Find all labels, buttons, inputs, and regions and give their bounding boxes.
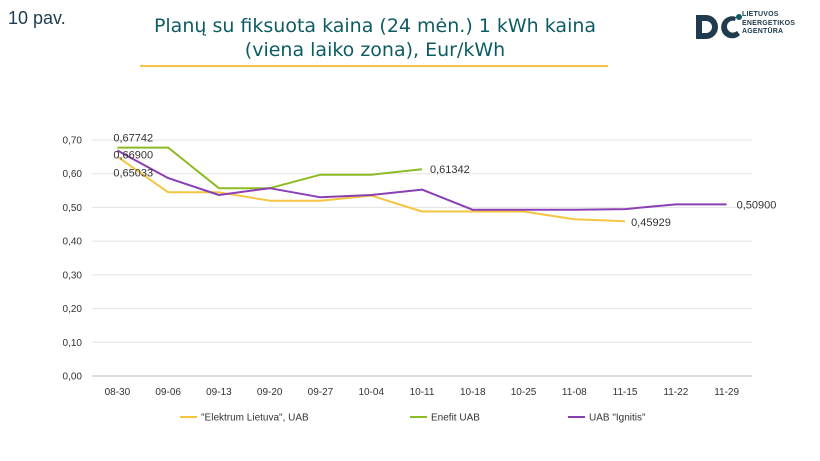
x-tick-label: 09-06 (155, 387, 181, 398)
y-tick-label: 0,30 (63, 270, 83, 281)
legend-label: UAB "Ignitis" (589, 413, 646, 424)
x-tick-label: 11-29 (714, 387, 739, 398)
data-label: 0,65033 (113, 168, 153, 180)
agency-logo-text: LIETUVOS ENERGETIKOS AGENTŪRA (742, 11, 795, 37)
data-label: 0,45929 (631, 217, 671, 229)
x-tick-label: 09-27 (308, 387, 334, 398)
y-tick-label: 0,60 (63, 169, 83, 180)
x-tick-label: 11-22 (663, 387, 688, 398)
x-tick-label: 08-30 (105, 387, 131, 398)
x-tick-label: 10-25 (511, 387, 537, 398)
logo-line-3: AGENTŪRA (742, 28, 784, 35)
legend-label: "Elektrum Lietuva", UAB (201, 413, 309, 424)
y-tick-label: 0,40 (63, 237, 83, 248)
y-axis: 0,00 0,10 0,20 0,30 0,40 0,50 0,60 0,70 (63, 136, 83, 383)
logo-line-2: ENERGETIKOS (742, 19, 796, 27)
series-line-0 (116, 155, 626, 223)
x-axis: 08-30 09-06 09-13 09-20 09-27 10-04 10-11 10-18… (105, 387, 740, 398)
y-tick-label: 0,70 (63, 136, 83, 147)
x-tick-label: 10-18 (460, 387, 486, 398)
data-label: 0,61342 (430, 164, 470, 176)
agency-logo-icon (696, 14, 742, 39)
y-tick-label: 0,20 (63, 304, 83, 315)
data-labels: 0,65033 0,45929 0,67742 0,61342 0,66900 0,509… (113, 133, 776, 230)
y-tick-label: 0,50 (63, 203, 83, 214)
data-label: 0,50900 (737, 199, 777, 211)
x-tick-label: 10-11 (410, 387, 435, 398)
chart-series (116, 146, 727, 223)
x-tick-label: 09-13 (206, 387, 232, 398)
x-tick-label: 11-15 (613, 387, 638, 398)
logo-line-1: LIETUVOS (742, 11, 779, 18)
x-tick-label: 10-04 (358, 387, 384, 398)
y-tick-label: 0,00 (63, 372, 83, 383)
legend-label: Enefit UAB (431, 413, 480, 424)
data-label: 0,67742 (113, 133, 153, 145)
data-label: 0,66900 (113, 149, 153, 161)
y-tick-label: 0,10 (63, 338, 83, 349)
chart-legend: "Elektrum Lietuva", UAB Enefit UAB UAB "Ig… (180, 413, 646, 424)
title-divider (140, 65, 608, 67)
series-line-2 (116, 149, 727, 211)
page-number: 10 pav. (8, 8, 66, 28)
x-tick-label: 09-20 (257, 387, 283, 398)
chart-title: Planų su fiksuota kaina (24 mėn.) 1 kWh … (110, 14, 640, 62)
chart-grid (92, 139, 752, 377)
series-line-1 (117, 146, 423, 190)
chart-title-line-2: (viena laiko zona), Eur/kWh (244, 39, 506, 61)
x-tick-label: 11-08 (562, 387, 587, 398)
chart-title-line-1: Planų su fiksuota kaina (24 mėn.) 1 kWh … (153, 15, 597, 37)
